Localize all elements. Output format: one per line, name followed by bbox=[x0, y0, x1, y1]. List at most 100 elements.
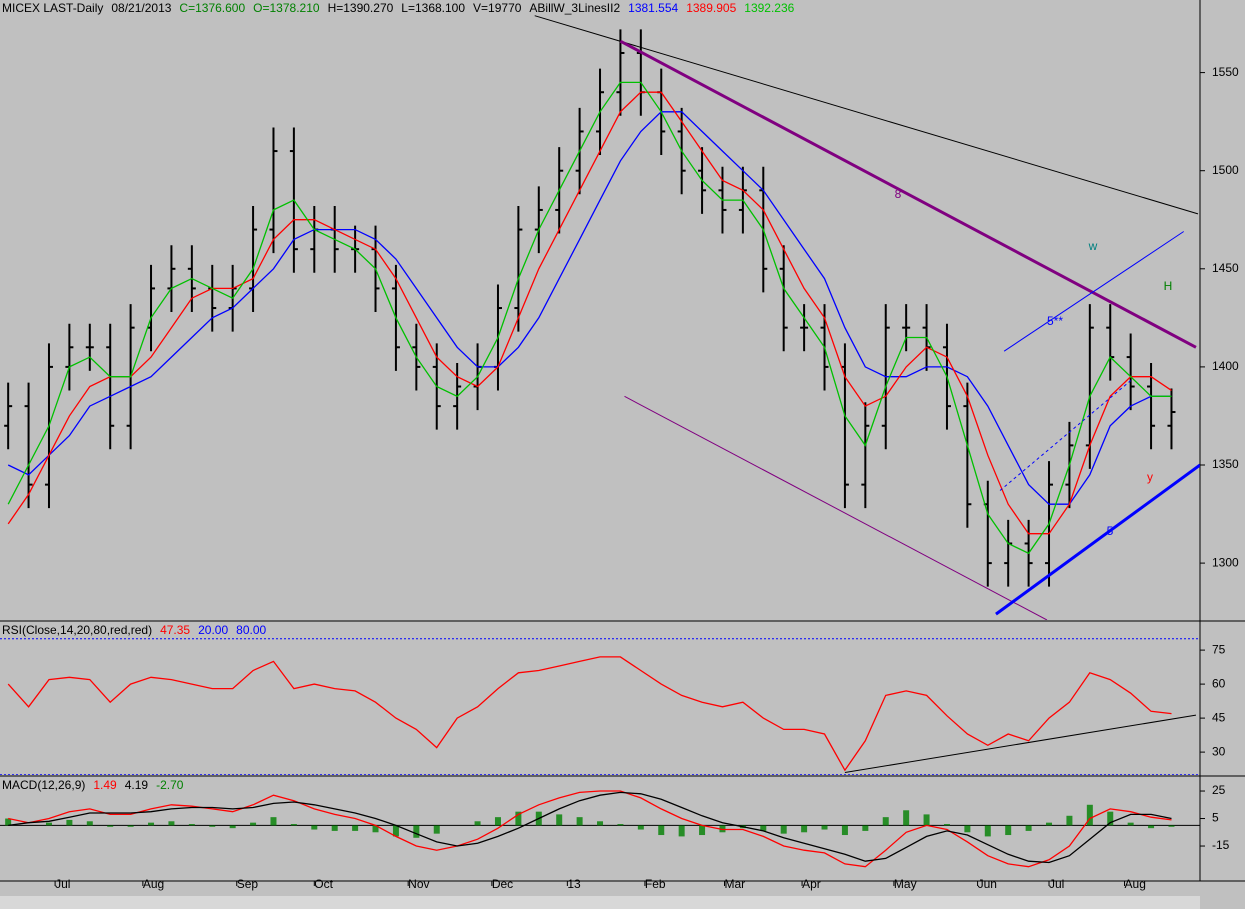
header-item: 80.00 bbox=[236, 623, 266, 637]
histogram-bar bbox=[617, 824, 624, 826]
x-tick-label: Jun bbox=[978, 877, 997, 891]
histogram-bar bbox=[127, 825, 134, 827]
histogram-bar bbox=[637, 825, 644, 830]
x-tick-label: Jul bbox=[55, 877, 70, 891]
histogram-bar bbox=[188, 824, 195, 826]
histogram-bar bbox=[148, 822, 155, 826]
histogram-bar bbox=[1086, 804, 1093, 826]
x-tick-label: Apr bbox=[802, 877, 821, 891]
x-tick-label: Sep bbox=[237, 877, 259, 891]
x-tick-label: 13 bbox=[567, 877, 581, 891]
header-item: MACD(12,26,9) bbox=[2, 778, 85, 792]
y-tick-label: 1550 bbox=[1212, 65, 1239, 79]
y-tick-label: -15 bbox=[1212, 838, 1230, 852]
histogram-bar bbox=[780, 825, 787, 834]
trendline bbox=[1003, 231, 1184, 352]
histogram-bar bbox=[821, 825, 828, 830]
x-tick-label: Aug bbox=[143, 877, 164, 891]
histogram-bar bbox=[1025, 825, 1032, 831]
histogram-bar bbox=[678, 825, 685, 837]
header-item: 1381.554 bbox=[628, 1, 678, 15]
x-tick-label: Dec bbox=[492, 877, 513, 891]
header-item: 1389.905 bbox=[686, 1, 736, 15]
histogram-bar bbox=[250, 822, 257, 826]
histogram-bar bbox=[45, 822, 52, 826]
header-item: 4.19 bbox=[125, 778, 149, 792]
header-item: -2.70 bbox=[156, 778, 184, 792]
histogram-bar bbox=[801, 825, 808, 833]
histogram-bar bbox=[474, 821, 481, 826]
panel bbox=[0, 790, 1200, 868]
y-tick-label: 1350 bbox=[1212, 457, 1239, 471]
histogram-bar bbox=[862, 825, 869, 831]
x-tick-label: Aug bbox=[1125, 877, 1146, 891]
trendline bbox=[534, 15, 1199, 215]
header-item: V=19770 bbox=[473, 1, 522, 15]
header-item: RSI(Close,14,20,80,red,red) bbox=[2, 623, 152, 637]
panel-header: RSI(Close,14,20,80,red,red) 47.35 20.00 80.… bbox=[2, 623, 266, 637]
y-tick-label: 1500 bbox=[1212, 163, 1239, 177]
trendline bbox=[844, 714, 1197, 774]
histogram-bar bbox=[1148, 825, 1155, 829]
histogram-bar bbox=[290, 824, 297, 826]
y-tick-label: 5 bbox=[1212, 811, 1219, 825]
histogram-bar bbox=[515, 811, 522, 826]
histogram-bar bbox=[372, 825, 379, 833]
histogram-bar bbox=[66, 819, 73, 826]
histogram-bar bbox=[311, 825, 318, 830]
panel bbox=[4, 15, 1200, 620]
histogram-bar bbox=[86, 821, 93, 826]
histogram-bar bbox=[270, 817, 277, 826]
histogram-bar bbox=[1107, 811, 1114, 826]
header-item: 08/21/2013 bbox=[111, 1, 171, 15]
header-item: MICEX LAST-Daily bbox=[2, 1, 103, 15]
histogram-bar bbox=[168, 821, 175, 826]
histogram-bar bbox=[903, 810, 910, 826]
series-line bbox=[7, 91, 1172, 535]
histogram-bar bbox=[392, 825, 399, 837]
histogram-bar bbox=[882, 817, 889, 826]
histogram-bar bbox=[841, 825, 848, 836]
annotation: H bbox=[1164, 279, 1173, 293]
histogram-bar bbox=[923, 814, 930, 826]
annotation: 5 bbox=[1107, 524, 1114, 538]
x-tick-label: Mar bbox=[725, 877, 746, 891]
panel-header: MACD(12,26,9) 1.49 4.19 -2.70 bbox=[2, 778, 184, 792]
annotation: w bbox=[1088, 239, 1098, 253]
histogram-bar bbox=[229, 825, 236, 829]
header-item: L=1368.100 bbox=[401, 1, 465, 15]
annotation: y bbox=[1147, 470, 1153, 484]
panel-header: MICEX LAST-Daily 08/21/2013 C=1376.600 O=13… bbox=[2, 1, 795, 15]
y-tick-label: 30 bbox=[1212, 744, 1226, 758]
histogram-bar bbox=[5, 818, 12, 826]
header-item: ABillW_3LinesII2 bbox=[529, 1, 620, 15]
histogram-bar bbox=[1168, 825, 1175, 827]
histogram-bar bbox=[576, 817, 583, 826]
y-tick-label: 1400 bbox=[1212, 359, 1239, 373]
histogram-bar bbox=[413, 825, 420, 838]
trendline bbox=[999, 380, 1131, 491]
y-tick-label: 45 bbox=[1212, 710, 1226, 724]
annotation: 5** bbox=[1047, 314, 1063, 328]
trendline bbox=[624, 395, 1048, 620]
y-tick-label: 1450 bbox=[1212, 261, 1239, 275]
x-tick-label: Feb bbox=[645, 877, 666, 891]
histogram-bar bbox=[352, 825, 359, 831]
histogram-bar bbox=[1005, 825, 1012, 836]
x-tick-label: Jul bbox=[1049, 877, 1064, 891]
histogram-bar bbox=[964, 825, 971, 833]
histogram-bar bbox=[597, 821, 604, 826]
panel bbox=[0, 638, 1200, 775]
histogram-bar bbox=[1046, 822, 1053, 826]
series-line bbox=[7, 111, 1172, 505]
y-tick-label: 75 bbox=[1212, 642, 1226, 656]
histogram-bar bbox=[209, 825, 216, 827]
header-item: 47.35 bbox=[160, 623, 190, 637]
histogram-bar bbox=[658, 825, 665, 836]
y-tick-label: 60 bbox=[1212, 676, 1226, 690]
header-item: 1392.236 bbox=[744, 1, 794, 15]
series-line bbox=[7, 81, 1172, 555]
x-tick-label: May bbox=[894, 877, 917, 891]
histogram-bar bbox=[107, 825, 114, 827]
